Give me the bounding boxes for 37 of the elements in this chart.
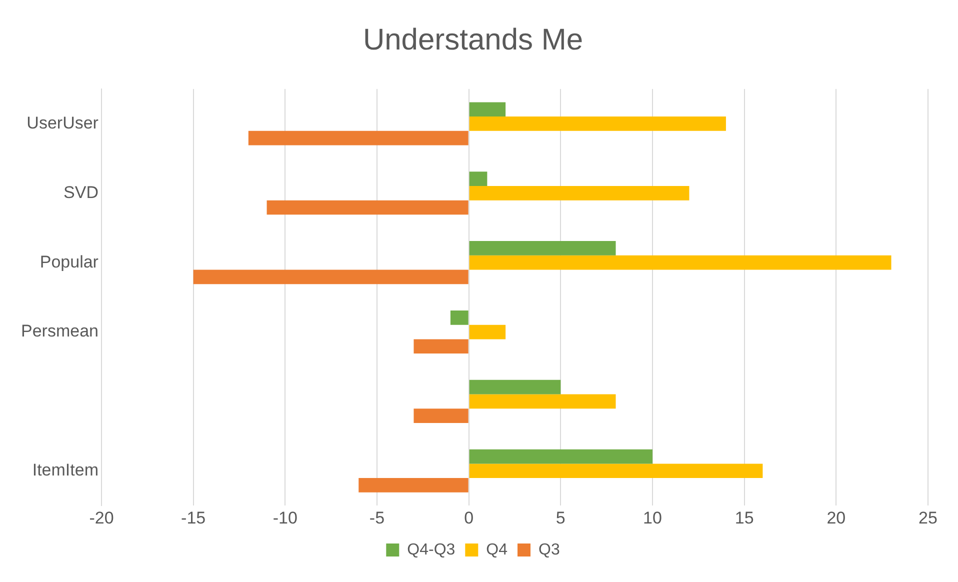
bar [414,339,468,354]
bar [469,464,763,478]
x-tick-label: 5 [556,508,566,528]
legend-label: Q3 [538,541,560,558]
x-tick-label: 15 [734,508,754,528]
bar [248,130,468,146]
y-tick-label: Persmean [20,322,98,341]
y-tick-label: Popular [40,252,99,272]
bar [266,200,468,215]
x-tick-label: -20 [89,508,114,528]
y-tick-label: UserUser [26,113,99,132]
x-tick-label: 10 [643,508,662,528]
x-tick-label: -5 [369,508,385,528]
bar [469,449,652,464]
bar [450,310,468,325]
x-tick-label: -15 [181,508,206,528]
x-tick-label: 20 [826,508,846,528]
bar [469,186,690,200]
bar [469,380,561,394]
legend-label: Q4-Q3 [407,541,456,558]
y-tick-label: SVD [64,182,98,202]
bar [469,102,506,117]
bar [469,394,616,409]
bar [414,408,468,423]
x-tick-label: 25 [918,508,938,528]
legend-label: Q4 [486,541,508,558]
y-tick-label: ItemItem [32,460,98,480]
chart-title: Understands Me [362,23,584,56]
bar [469,255,892,270]
bar [469,324,506,340]
bar [469,116,726,131]
bar [469,241,616,256]
bar [193,270,468,284]
bar [358,478,468,492]
x-tick-label: 0 [464,508,474,528]
bar [469,172,488,186]
x-tick-label: -10 [272,508,298,528]
